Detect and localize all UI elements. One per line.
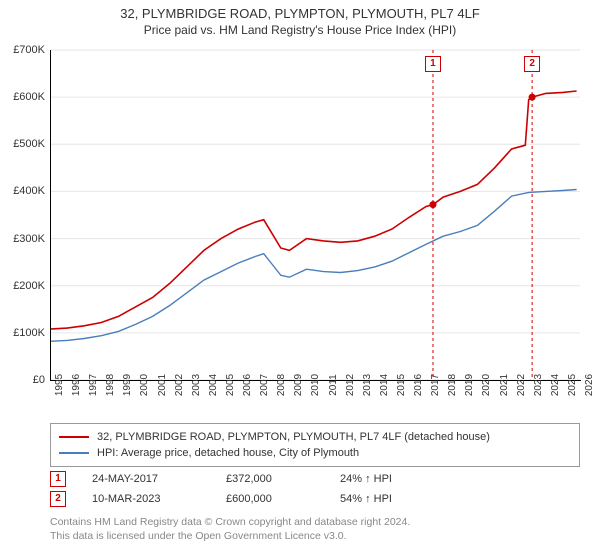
tx-date-1: 24-MAY-2017 xyxy=(92,473,222,485)
legend-label-property: 32, PLYMBRIDGE ROAD, PLYMPTON, PLYMOUTH,… xyxy=(97,431,490,443)
chart-subtitle: Price paid vs. HM Land Registry's House … xyxy=(0,23,600,37)
chart-axes xyxy=(50,50,581,381)
x-tick-label: 1998 xyxy=(105,374,116,396)
table-row: 1 24-MAY-2017 £372,000 24% ↑ HPI xyxy=(50,469,580,489)
x-tick-label: 2009 xyxy=(293,374,304,396)
x-tick-label: 2000 xyxy=(139,374,150,396)
x-tick-label: 2023 xyxy=(533,374,544,396)
x-tick-label: 2007 xyxy=(259,374,270,396)
y-tick-label: £300K xyxy=(0,233,45,245)
tx-pct-1: 24% ↑ HPI xyxy=(340,473,460,485)
x-tick-label: 1996 xyxy=(71,374,82,396)
chart-legend: 32, PLYMBRIDGE ROAD, PLYMPTON, PLYMOUTH,… xyxy=(50,423,580,467)
x-tick-label: 2024 xyxy=(550,374,561,396)
x-tick-label: 2022 xyxy=(516,374,527,396)
x-tick-label: 2003 xyxy=(191,374,202,396)
footer-licence: This data is licensed under the Open Gov… xyxy=(50,530,410,544)
x-tick-label: 2011 xyxy=(328,374,339,396)
chart-title-block: 32, PLYMBRIDGE ROAD, PLYMPTON, PLYMOUTH,… xyxy=(0,0,600,41)
y-tick-label: £500K xyxy=(0,138,45,150)
x-tick-label: 2006 xyxy=(242,374,253,396)
tx-marker-1: 1 xyxy=(50,471,66,487)
x-tick-label: 2020 xyxy=(481,374,492,396)
chart-title-address: 32, PLYMBRIDGE ROAD, PLYMPTON, PLYMOUTH,… xyxy=(0,6,600,21)
chart-marker-box: 1 xyxy=(425,56,441,72)
x-tick-label: 2019 xyxy=(464,374,475,396)
x-tick-label: 2016 xyxy=(413,374,424,396)
x-tick-label: 2010 xyxy=(310,374,321,396)
y-tick-label: £0 xyxy=(0,374,45,386)
x-tick-label: 2005 xyxy=(225,374,236,396)
x-tick-label: 1995 xyxy=(54,374,65,396)
tx-price-2: £600,000 xyxy=(226,493,336,505)
tx-price-1: £372,000 xyxy=(226,473,336,485)
x-tick-label: 1999 xyxy=(122,374,133,396)
x-tick-label: 2014 xyxy=(379,374,390,396)
x-tick-label: 2018 xyxy=(447,374,458,396)
y-tick-label: £100K xyxy=(0,327,45,339)
x-tick-label: 2015 xyxy=(396,374,407,396)
y-tick-label: £600K xyxy=(0,91,45,103)
x-tick-label: 1997 xyxy=(88,374,99,396)
transaction-table: 1 24-MAY-2017 £372,000 24% ↑ HPI 2 10-MA… xyxy=(50,469,580,509)
legend-row-property: 32, PLYMBRIDGE ROAD, PLYMPTON, PLYMOUTH,… xyxy=(59,429,571,445)
x-tick-label: 2001 xyxy=(157,374,168,396)
x-tick-label: 2026 xyxy=(584,374,595,396)
y-tick-label: £200K xyxy=(0,280,45,292)
legend-label-hpi: HPI: Average price, detached house, City… xyxy=(97,447,359,459)
chart-container: 32, PLYMBRIDGE ROAD, PLYMPTON, PLYMOUTH,… xyxy=(0,0,600,560)
table-row: 2 10-MAR-2023 £600,000 54% ↑ HPI xyxy=(50,489,580,509)
tx-pct-2: 54% ↑ HPI xyxy=(340,493,460,505)
x-tick-label: 2021 xyxy=(499,374,510,396)
x-tick-label: 2012 xyxy=(345,374,356,396)
y-tick-label: £400K xyxy=(0,185,45,197)
chart-marker-box: 2 xyxy=(524,56,540,72)
x-tick-label: 2004 xyxy=(208,374,219,396)
x-tick-label: 2013 xyxy=(362,374,373,396)
y-tick-label: £700K xyxy=(0,44,45,56)
footer-copyright: Contains HM Land Registry data © Crown c… xyxy=(50,516,410,530)
x-tick-label: 2017 xyxy=(430,374,441,396)
tx-marker-2: 2 xyxy=(50,491,66,507)
legend-swatch-hpi xyxy=(59,452,89,454)
legend-row-hpi: HPI: Average price, detached house, City… xyxy=(59,445,571,461)
x-tick-label: 2025 xyxy=(567,374,578,396)
legend-swatch-property xyxy=(59,436,89,438)
x-tick-label: 2008 xyxy=(276,374,287,396)
tx-date-2: 10-MAR-2023 xyxy=(92,493,222,505)
chart-footer: Contains HM Land Registry data © Crown c… xyxy=(50,516,410,543)
chart-plot-area: £0£100K£200K£300K£400K£500K£600K£700K 19… xyxy=(50,50,580,380)
x-tick-label: 2002 xyxy=(174,374,185,396)
